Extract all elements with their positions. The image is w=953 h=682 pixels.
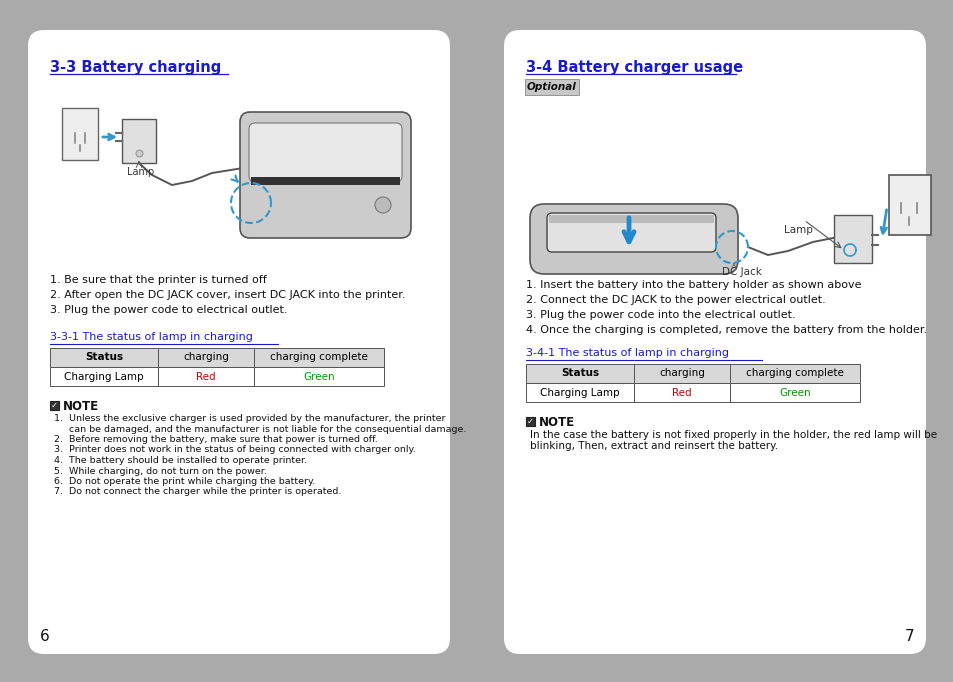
Text: 1. Be sure that the printer is turned off: 1. Be sure that the printer is turned of… bbox=[50, 275, 267, 285]
Bar bbox=[525, 417, 535, 426]
Bar bbox=[158, 367, 253, 386]
Text: Charging Lamp: Charging Lamp bbox=[539, 387, 619, 398]
Text: 3.  Printer does not work in the status of being connected with charger only.: 3. Printer does not work in the status o… bbox=[54, 445, 416, 454]
Bar bbox=[888, 175, 930, 235]
FancyBboxPatch shape bbox=[524, 79, 578, 95]
Text: Lamp: Lamp bbox=[783, 225, 812, 235]
Bar bbox=[253, 367, 384, 386]
Text: 2. After open the DC JACK cover, insert DC JACK into the printer.: 2. After open the DC JACK cover, insert … bbox=[50, 290, 405, 300]
Bar bbox=[50, 401, 59, 410]
Text: 2.  Before removing the battery, make sure that power is turned off.: 2. Before removing the battery, make sur… bbox=[54, 435, 377, 444]
Text: 3-4 Battery charger usage: 3-4 Battery charger usage bbox=[525, 60, 742, 75]
Text: 5.  While charging, do not turn on the power.: 5. While charging, do not turn on the po… bbox=[54, 466, 267, 475]
Text: 4.  The battery should be installed to operate printer.: 4. The battery should be installed to op… bbox=[54, 456, 307, 465]
FancyBboxPatch shape bbox=[503, 30, 925, 654]
Bar bbox=[50, 348, 158, 367]
Bar bbox=[122, 119, 156, 163]
Text: Status: Status bbox=[85, 353, 123, 363]
FancyBboxPatch shape bbox=[28, 30, 450, 654]
FancyBboxPatch shape bbox=[240, 112, 411, 238]
Text: NOTE: NOTE bbox=[538, 416, 575, 429]
Text: charging: charging bbox=[183, 353, 229, 363]
Text: Green: Green bbox=[779, 387, 810, 398]
Text: Charging Lamp: Charging Lamp bbox=[64, 372, 144, 381]
Text: ✓: ✓ bbox=[51, 401, 58, 410]
Text: 4. Once the charging is completed, remove the battery from the holder.: 4. Once the charging is completed, remov… bbox=[525, 325, 926, 335]
FancyBboxPatch shape bbox=[546, 213, 716, 252]
Text: 6.  Do not operate the print while charging the battery.: 6. Do not operate the print while chargi… bbox=[54, 477, 314, 486]
Text: charging complete: charging complete bbox=[270, 353, 368, 363]
Bar bbox=[729, 364, 859, 383]
Text: 2. Connect the DC JACK to the power electrical outlet.: 2. Connect the DC JACK to the power elec… bbox=[525, 295, 825, 305]
Bar bbox=[253, 348, 384, 367]
Text: charging: charging bbox=[659, 368, 704, 379]
Bar bbox=[634, 364, 729, 383]
Text: ✓: ✓ bbox=[526, 417, 534, 426]
Bar bbox=[548, 215, 713, 223]
Text: 3-3 Battery charging: 3-3 Battery charging bbox=[50, 60, 221, 75]
Bar bbox=[251, 177, 399, 185]
Text: Red: Red bbox=[672, 387, 691, 398]
Text: NOTE: NOTE bbox=[63, 400, 99, 413]
Text: Optional: Optional bbox=[527, 82, 577, 92]
Text: can be damaged, and the manufacturer is not liable for the consequential damage.: can be damaged, and the manufacturer is … bbox=[54, 424, 466, 434]
Bar bbox=[158, 348, 253, 367]
Text: Red: Red bbox=[196, 372, 215, 381]
Text: 3. Plug the power code into the electrical outlet.: 3. Plug the power code into the electric… bbox=[525, 310, 795, 320]
Text: 7: 7 bbox=[903, 629, 913, 644]
Bar bbox=[62, 108, 98, 160]
Text: 7.  Do not connect the charger while the printer is operated.: 7. Do not connect the charger while the … bbox=[54, 488, 341, 496]
Circle shape bbox=[375, 197, 391, 213]
Text: 3-3-1 The status of lamp in charging: 3-3-1 The status of lamp in charging bbox=[50, 332, 253, 342]
FancyBboxPatch shape bbox=[249, 123, 401, 182]
Text: 6: 6 bbox=[40, 629, 50, 644]
Bar bbox=[833, 215, 871, 263]
Bar bbox=[50, 367, 158, 386]
Text: 1. Insert the battery into the battery holder as shown above: 1. Insert the battery into the battery h… bbox=[525, 280, 861, 290]
Text: Status: Status bbox=[560, 368, 598, 379]
Bar bbox=[525, 383, 634, 402]
Text: DC Jack: DC Jack bbox=[721, 267, 761, 277]
Text: 3-4-1 The status of lamp in charging: 3-4-1 The status of lamp in charging bbox=[525, 348, 728, 358]
Bar bbox=[525, 364, 634, 383]
Text: Lamp: Lamp bbox=[127, 167, 154, 177]
Text: 3. Plug the power code to electrical outlet.: 3. Plug the power code to electrical out… bbox=[50, 305, 287, 315]
Text: blinking, Then, extract and reinsert the battery.: blinking, Then, extract and reinsert the… bbox=[530, 441, 778, 451]
Bar bbox=[729, 383, 859, 402]
Text: charging complete: charging complete bbox=[745, 368, 843, 379]
FancyBboxPatch shape bbox=[530, 204, 738, 274]
Text: Green: Green bbox=[303, 372, 335, 381]
Text: In the case the battery is not fixed properly in the holder, the red lamp will b: In the case the battery is not fixed pro… bbox=[530, 430, 936, 440]
Text: 1.  Unless the exclusive charger is used provided by the manufacturer, the print: 1. Unless the exclusive charger is used … bbox=[54, 414, 445, 423]
Bar bbox=[634, 383, 729, 402]
